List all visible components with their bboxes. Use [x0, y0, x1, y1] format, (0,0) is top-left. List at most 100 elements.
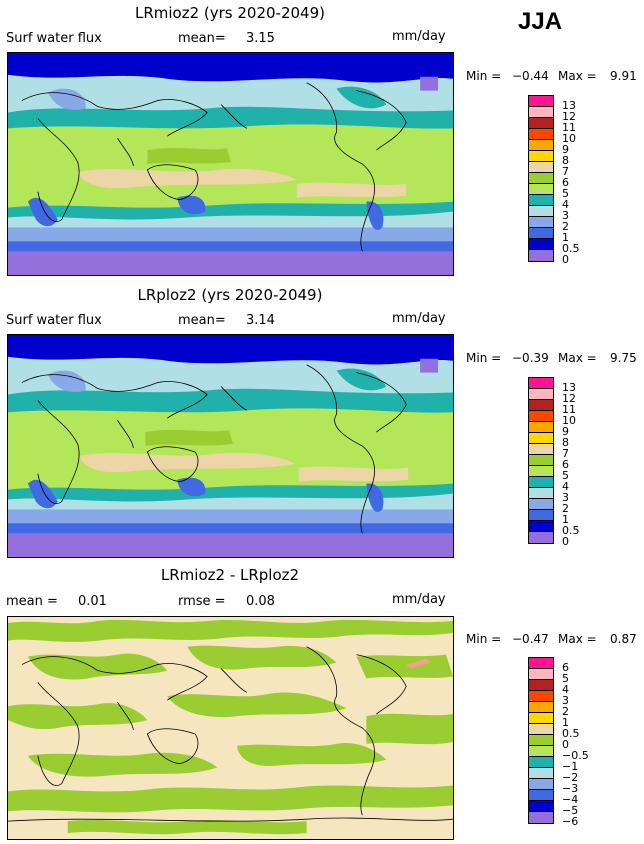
- colorbar-cell: [529, 691, 553, 702]
- colorbar-cell: [529, 746, 553, 757]
- panel2-mean-value: 3.14: [246, 313, 275, 328]
- colorbar-label: 7: [562, 165, 569, 178]
- panel1-units: mm/day: [392, 29, 446, 44]
- colorbar-label: 12: [562, 110, 576, 123]
- colorbar-label: 9: [562, 425, 569, 438]
- colorbar-cell: [529, 499, 553, 510]
- colorbar-label: 5: [562, 672, 569, 685]
- colorbar-label: 6: [562, 176, 569, 189]
- colorbar-label: 3: [562, 209, 569, 222]
- colorbar-label: 0.5: [562, 727, 580, 740]
- panel2-min-label: Min =: [466, 351, 502, 365]
- colorbar-label: 1: [562, 513, 569, 526]
- colorbar-label: −5: [562, 804, 579, 817]
- colorbar-label: 9: [562, 143, 569, 156]
- panel3-colorbar-labels: 6 5 4 3 2 1 0.5 0 −0.5 −1 −2 −3 −4 −5 −6: [562, 657, 589, 827]
- colorbar-cell: [529, 735, 553, 746]
- panel1-max-label: Max =: [558, 69, 597, 83]
- colorbar-label: 0.5: [562, 524, 580, 537]
- panel1-max-value: 9.91: [610, 69, 637, 83]
- colorbar-label: 0: [562, 535, 569, 548]
- colorbar-label: −6: [562, 815, 579, 828]
- colorbar-cell: [529, 389, 553, 400]
- colorbar-cell: [529, 433, 553, 444]
- colorbar-label: 8: [562, 436, 569, 449]
- colorbar-label: 3: [562, 491, 569, 504]
- panel1-min-label: Min =: [466, 69, 502, 83]
- panel1-title: LRmioz2 (yrs 2020-2049): [134, 4, 325, 22]
- panel2-max-label: Max =: [558, 351, 597, 365]
- panel2-max-value: 9.75: [610, 351, 637, 365]
- colorbar-cell: [529, 195, 553, 206]
- colorbar-cell: [529, 96, 553, 107]
- colorbar-cell: [529, 239, 553, 250]
- colorbar-label: −4: [562, 793, 579, 806]
- colorbar-cell: [529, 521, 553, 532]
- colorbar-cell: [529, 488, 553, 499]
- panel3-mean-label: mean =: [6, 594, 58, 609]
- colorbar-label: 2: [562, 705, 569, 718]
- colorbar-label: 13: [562, 381, 576, 394]
- colorbar-cell: [529, 400, 553, 411]
- colorbar-cell: [529, 151, 553, 162]
- colorbar-cell: [529, 669, 553, 680]
- colorbar-label: 13: [562, 99, 576, 112]
- panel3-rmse-label: rmse =: [178, 594, 226, 609]
- colorbar-cell: [529, 532, 553, 543]
- colorbar-label: 1: [562, 231, 569, 244]
- colorbar-label: 10: [562, 414, 576, 427]
- colorbar-label: −0.5: [562, 749, 589, 762]
- panel2-units: mm/day: [392, 311, 446, 326]
- panel1-colorbar-labels: 13 12 11 10 9 8 7 6 5 4 3 2 1 0.5 0: [562, 95, 580, 265]
- colorbar-cell: [529, 411, 553, 422]
- colorbar-cell: [529, 466, 553, 477]
- panel1-colorbar: [528, 95, 554, 262]
- colorbar-cell: [529, 140, 553, 151]
- panel1-map: [7, 52, 454, 276]
- panel3-title: LRmioz2 - LRploz2: [160, 566, 300, 584]
- colorbar-cell: [529, 790, 553, 801]
- colorbar-cell: [529, 162, 553, 173]
- panel1-min-value: −0.44: [512, 69, 549, 83]
- colorbar-cell: [529, 422, 553, 433]
- colorbar-label: −3: [562, 782, 579, 795]
- colorbar-cell: [529, 779, 553, 790]
- colorbar-cell: [529, 510, 553, 521]
- colorbar-label: 4: [562, 480, 569, 493]
- panel3-rmse-value: 0.08: [246, 594, 275, 609]
- colorbar-cell: [529, 724, 553, 735]
- colorbar-label: 2: [562, 502, 569, 515]
- colorbar-cell: [529, 250, 553, 261]
- panel2-min-value: −0.39: [512, 351, 549, 365]
- panel2-map: [7, 334, 454, 558]
- panel3-max-label: Max =: [558, 632, 597, 646]
- colorbar-cell: [529, 455, 553, 466]
- colorbar-cell: [529, 444, 553, 455]
- panel2-colorbar: [528, 377, 554, 544]
- colorbar-cell: [529, 107, 553, 118]
- colorbar-label: 0.5: [562, 242, 580, 255]
- colorbar-label: 0: [562, 253, 569, 266]
- panel3-colorbar: [528, 657, 554, 824]
- colorbar-cell: [529, 228, 553, 239]
- colorbar-label: 6: [562, 458, 569, 471]
- colorbar-label: 4: [562, 683, 569, 696]
- colorbar-cell: [529, 757, 553, 768]
- panel3-min-label: Min =: [466, 632, 502, 646]
- colorbar-label: 0: [562, 738, 569, 751]
- colorbar-label: 5: [562, 187, 569, 200]
- colorbar-label: 3: [562, 694, 569, 707]
- panel2-variable-label: Surf water flux: [6, 313, 102, 328]
- colorbar-cell: [529, 184, 553, 195]
- colorbar-label: 4: [562, 198, 569, 211]
- panel3-max-value: 0.87: [610, 632, 637, 646]
- colorbar-cell: [529, 713, 553, 724]
- colorbar-cell: [529, 658, 553, 669]
- panel1-variable-label: Surf water flux: [6, 31, 102, 46]
- colorbar-label: 12: [562, 392, 576, 405]
- panel2-title: LRploz2 (yrs 2020-2049): [137, 286, 323, 304]
- colorbar-cell: [529, 768, 553, 779]
- colorbar-cell: [529, 129, 553, 140]
- panel3-min-value: −0.47: [512, 632, 549, 646]
- colorbar-cell: [529, 173, 553, 184]
